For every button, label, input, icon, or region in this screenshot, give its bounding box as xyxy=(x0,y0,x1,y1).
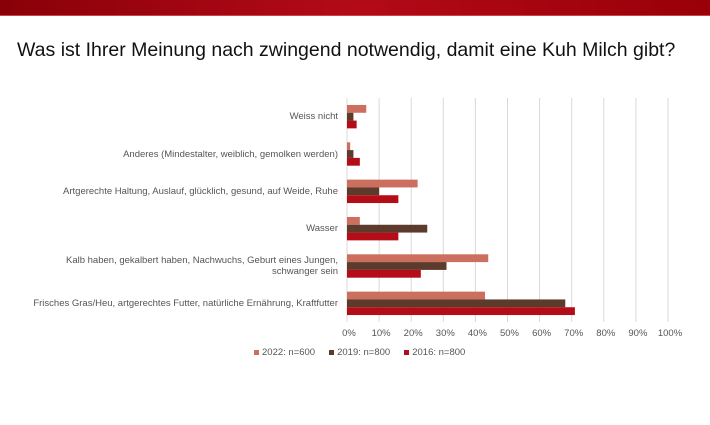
category-label: Wasser xyxy=(306,223,338,235)
bar xyxy=(347,187,380,196)
legend-label: 2019: n=800 xyxy=(337,347,391,358)
legend-label: 2016: n=800 xyxy=(412,347,466,358)
category-label: Anderes (Mindestalter, weiblich, gemolke… xyxy=(123,148,338,160)
legend-swatch xyxy=(404,349,410,355)
bar xyxy=(347,307,575,316)
legend-item: 2022: n=600 xyxy=(254,347,315,358)
bar xyxy=(347,150,354,158)
page-title: Was ist Ihrer Meinung nach zwingend notw… xyxy=(17,39,676,61)
x-tick-label: 90% xyxy=(628,328,648,339)
x-tick-label: 60% xyxy=(532,328,552,339)
legend-label: 2022: n=600 xyxy=(262,347,316,358)
bar xyxy=(347,157,360,166)
bar xyxy=(347,232,399,241)
bar xyxy=(347,120,357,129)
legend-item: 2019: n=800 xyxy=(329,347,390,358)
bar xyxy=(347,262,447,270)
bar xyxy=(347,224,428,233)
bar xyxy=(347,142,351,151)
bar xyxy=(347,269,421,278)
bar xyxy=(347,216,360,225)
header-bar xyxy=(0,0,710,16)
x-tick-label: 20% xyxy=(403,328,423,339)
x-tick-label: 40% xyxy=(467,328,487,339)
bar xyxy=(347,104,367,113)
legend-swatch xyxy=(329,349,335,355)
bar xyxy=(347,299,566,308)
x-tick-label: 30% xyxy=(435,328,455,339)
x-tick-label: 100% xyxy=(657,328,683,339)
x-tick-label: 50% xyxy=(499,328,520,339)
category-label: Frisches Gras/Heu, artgerechtes Futter, … xyxy=(33,297,338,309)
legend-swatch xyxy=(254,349,259,355)
bar xyxy=(347,291,486,300)
x-tick-label: 0% xyxy=(342,328,356,339)
bar xyxy=(347,179,418,188)
category-label: Kalb haben, gekalbert haben, Nachwuchs, … xyxy=(66,255,338,277)
category-label: Artgerechte Haltung, Auslauf, glücklich,… xyxy=(63,185,338,197)
x-tick-label: 10% xyxy=(371,328,391,339)
x-tick-label: 70% xyxy=(564,328,584,339)
bar xyxy=(347,112,354,121)
x-tick-label: 80% xyxy=(596,328,616,339)
category-label: Weiss nicht xyxy=(289,111,338,123)
legend: 2022: n=600 2019: n=800 2016: n=800 xyxy=(254,347,465,358)
bar xyxy=(347,195,399,204)
legend-item: 2016: n=800 xyxy=(404,347,465,358)
bar xyxy=(347,254,489,263)
